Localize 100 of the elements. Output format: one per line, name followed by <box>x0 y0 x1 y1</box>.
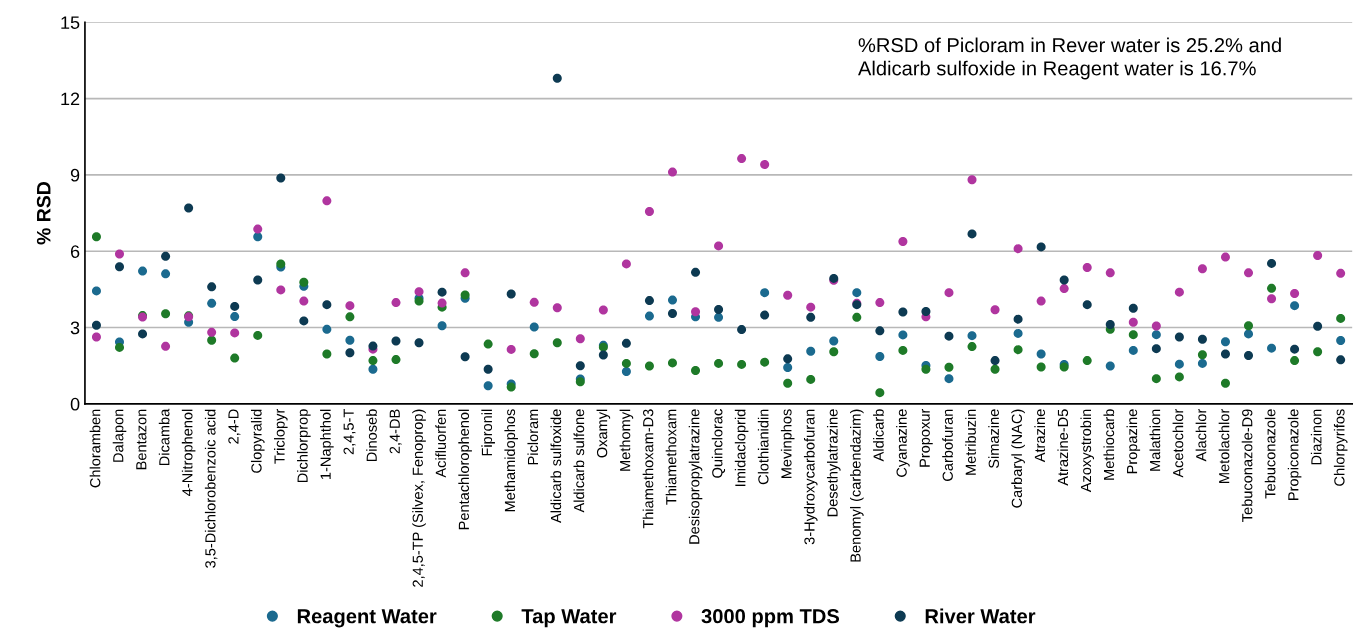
point <box>1036 242 1046 252</box>
point <box>207 335 217 345</box>
point <box>1244 268 1254 278</box>
point <box>644 311 654 321</box>
point <box>737 359 747 369</box>
x-tick-label: 2,4,5-T <box>343 409 356 455</box>
annotation: %RSD of Picloram in Rever water is 25.2% and Aldicarb sulfoxide in Reagent water is 16.7% <box>858 37 1281 80</box>
point <box>460 268 470 278</box>
point <box>898 330 908 340</box>
point <box>829 347 839 357</box>
point <box>345 335 355 345</box>
x-tick-label: Metribuzin <box>965 409 976 475</box>
x-tick-label: Malathion <box>1149 409 1161 471</box>
point <box>1197 358 1207 368</box>
point <box>1082 300 1092 310</box>
point <box>115 342 124 352</box>
point <box>552 73 562 83</box>
point <box>1336 355 1346 365</box>
point <box>1336 313 1346 323</box>
point <box>161 309 171 319</box>
point <box>1267 294 1277 304</box>
point <box>898 307 908 317</box>
point <box>529 297 539 307</box>
x-tick-label: Desisopropylatrazine <box>688 409 703 544</box>
point <box>691 366 701 376</box>
x-tick-label: Atrazine-D5 <box>1057 409 1069 486</box>
point <box>529 349 539 359</box>
x-tick-label: 3-Hydroxycarbofuran <box>803 409 818 545</box>
point <box>1290 356 1300 366</box>
point <box>322 196 332 206</box>
point <box>1013 328 1023 338</box>
point <box>1036 296 1046 306</box>
point <box>1128 345 1138 355</box>
point <box>1105 319 1115 329</box>
point <box>1197 350 1207 360</box>
point <box>783 354 793 364</box>
point <box>230 353 240 363</box>
point <box>667 167 677 177</box>
point <box>1059 284 1069 294</box>
point <box>1290 301 1300 311</box>
point <box>1128 330 1138 340</box>
x-tick-label: Carbofuran <box>942 409 953 481</box>
point <box>115 262 124 272</box>
x-tick-label: Dinoseb <box>366 409 377 462</box>
point <box>714 358 724 368</box>
x-tick-label: Imidacloprid <box>734 409 749 486</box>
point <box>1313 347 1323 357</box>
point <box>967 175 977 185</box>
point <box>760 288 770 298</box>
x-tick-label: Dicamba <box>158 408 170 466</box>
point <box>161 341 171 351</box>
point <box>1220 337 1230 347</box>
point <box>345 348 355 358</box>
point <box>737 154 747 164</box>
point <box>1082 356 1092 366</box>
point <box>1151 374 1161 384</box>
x-tick-label: Aldicarb <box>873 409 884 462</box>
x-tick-label: Clothianidin <box>757 409 769 485</box>
y-tick-label: 15 <box>61 16 80 29</box>
point <box>1290 288 1300 298</box>
point <box>967 331 977 341</box>
point <box>921 307 931 317</box>
point <box>1220 378 1230 388</box>
y-tick-label: 0 <box>70 397 80 411</box>
point <box>1220 349 1230 359</box>
point <box>783 362 793 372</box>
x-tick-label: Tebuconazole <box>1264 409 1276 499</box>
point <box>138 329 148 339</box>
point <box>1059 275 1069 285</box>
x-tick-label: Aldicarb sulfoxide <box>550 409 562 523</box>
point <box>299 316 309 326</box>
x-tick-label: Propiconazole <box>1287 409 1302 500</box>
point <box>437 298 447 308</box>
point <box>437 321 447 331</box>
point <box>1313 321 1323 331</box>
x-tick-label: Dalapon <box>112 409 127 462</box>
point <box>875 298 885 308</box>
x-tick-label: 2,4-DB <box>389 409 402 454</box>
point <box>322 349 332 359</box>
point <box>921 364 931 374</box>
x-tick-label: Methomyl <box>619 409 634 471</box>
x-tick-label: Cyanazine <box>896 409 910 477</box>
point <box>990 305 1000 315</box>
point <box>345 312 355 322</box>
point <box>322 324 332 334</box>
point <box>1151 321 1161 331</box>
point <box>783 290 793 300</box>
point <box>207 327 217 337</box>
point <box>875 326 885 336</box>
point <box>875 352 885 362</box>
point <box>990 356 1000 366</box>
point <box>91 286 101 296</box>
x-tick-label: Methiocarb <box>1103 409 1115 480</box>
point <box>760 357 770 367</box>
x-tick-label: Atrazine <box>1034 409 1046 463</box>
point <box>1013 244 1023 254</box>
point <box>1197 264 1207 274</box>
point <box>944 331 954 341</box>
point <box>967 342 977 352</box>
point <box>598 305 608 315</box>
